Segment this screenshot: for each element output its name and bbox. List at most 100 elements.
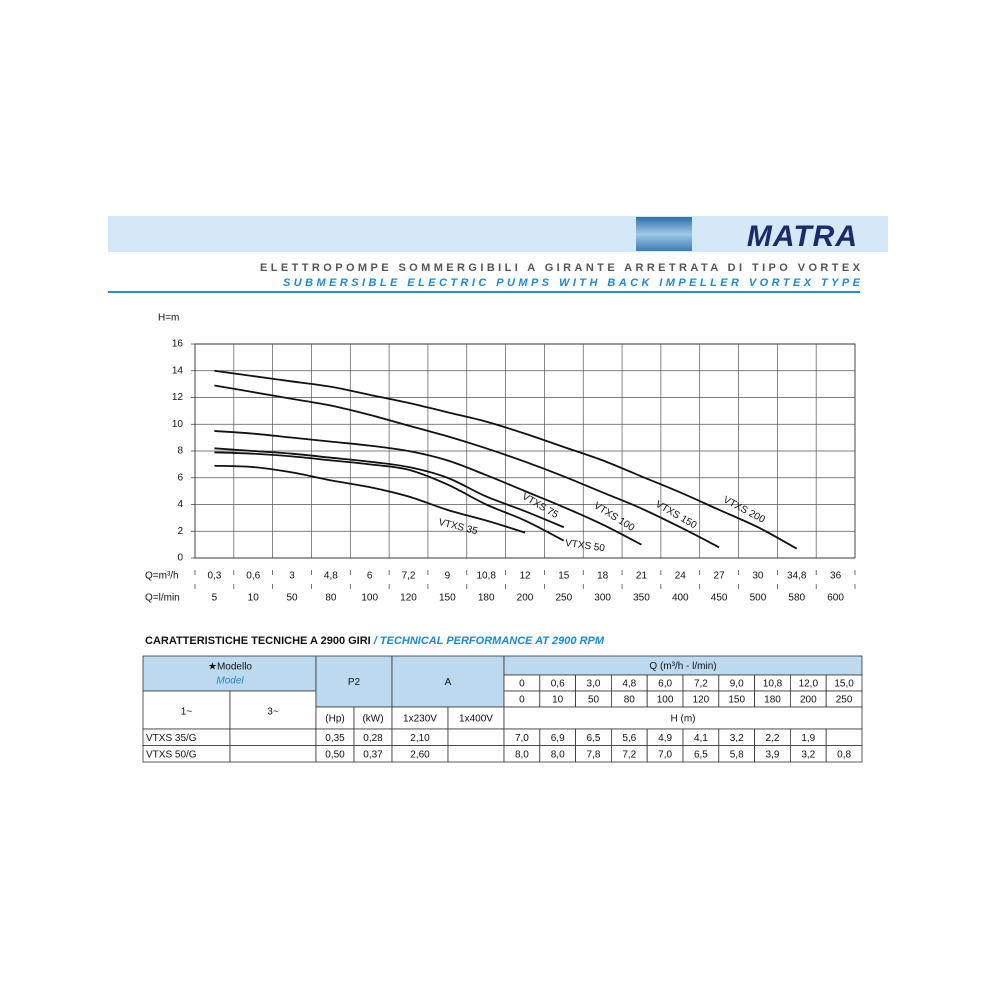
x2-tick-label: 80 <box>325 593 337 604</box>
logo: MATRA <box>747 220 858 253</box>
h-value: 8,0 <box>515 749 529 760</box>
x2-tick-label: 250 <box>555 593 572 604</box>
x2-tick-label: 400 <box>672 593 689 604</box>
y-tick-label: 10 <box>172 419 184 430</box>
model-name: VTXS 35/G <box>146 733 197 744</box>
y-tick-label: 0 <box>177 553 183 564</box>
plot-frame <box>194 343 856 559</box>
x2-tick-label: 120 <box>400 593 417 604</box>
a1-value: 2,60 <box>410 749 430 760</box>
h-value: 6,5 <box>694 749 708 760</box>
table-cell <box>447 745 505 763</box>
x2-tick-label: 100 <box>361 593 378 604</box>
x2-tick-label: 500 <box>750 593 767 604</box>
hp-value: 0,35 <box>325 733 345 744</box>
title-it: ELETTROPOMPE SOMMERGIBILI A GIRANTE ARRE… <box>260 262 861 274</box>
phase-3: 3~ <box>267 707 279 718</box>
q-lmin: 100 <box>657 695 674 706</box>
x-tick-label: 9 <box>445 571 451 582</box>
q-m3h: 15,0 <box>834 679 854 690</box>
curve <box>214 369 798 550</box>
y-tick-label: 6 <box>177 472 183 483</box>
q-m3h: 12,0 <box>799 679 819 690</box>
model-name: VTXS 50/G <box>146 749 197 760</box>
curve <box>214 451 565 542</box>
q-m3h: 7,2 <box>694 679 708 690</box>
h-value: 4,9 <box>658 733 672 744</box>
x2-tick-label: 50 <box>286 593 298 604</box>
table-cell <box>315 655 393 708</box>
x-tick-label: 4,8 <box>324 571 338 582</box>
h-value: 3,9 <box>766 749 780 760</box>
a1-unit: 1x230V <box>403 714 437 725</box>
x2-tick-label: 150 <box>439 593 456 604</box>
x2-tick-label: 10 <box>248 593 260 604</box>
q-m3h: 3,0 <box>587 679 601 690</box>
table-cell <box>229 745 317 763</box>
a-header: A <box>445 677 452 688</box>
title-en: SUBMERSIBLE ELECTRIC PUMPS WITH BACK IMP… <box>283 277 861 289</box>
q-lmin: 10 <box>552 695 564 706</box>
q-lmin: 0 <box>519 695 525 706</box>
curve <box>214 447 565 529</box>
h-value: 7,0 <box>515 733 529 744</box>
x-tick-label: 36 <box>830 571 842 582</box>
p2-header: P2 <box>348 677 361 688</box>
x-tick-label: 15 <box>558 571 570 582</box>
kw-value: 0,28 <box>363 733 383 744</box>
x-tick-label: 12 <box>519 571 531 582</box>
x2-tick-label: 5 <box>212 593 218 604</box>
q-m3h: 10,8 <box>763 679 783 690</box>
series-label: VTXS 150 <box>653 499 698 532</box>
h-value: 0,8 <box>837 749 851 760</box>
h-value: 6,5 <box>587 733 601 744</box>
x-tick-label: 21 <box>636 571 648 582</box>
x2-tick-label: 580 <box>788 593 805 604</box>
model-header: ★Modello <box>208 662 252 673</box>
q-header: Q (m³/h - l/min) <box>649 661 716 672</box>
q-m3h: 0,6 <box>551 679 565 690</box>
h-value: 7,0 <box>658 749 672 760</box>
header-image <box>636 217 692 251</box>
x2-tick-label: 350 <box>633 593 650 604</box>
h-header: H (m) <box>671 714 696 725</box>
x2-tick-label: 200 <box>517 593 534 604</box>
q-lmin: 80 <box>624 695 636 706</box>
a1-value: 2,10 <box>410 733 430 744</box>
series-label: VTXS 50 <box>564 538 606 555</box>
y-tick-label: 2 <box>177 526 183 537</box>
h-value: 2,2 <box>766 733 780 744</box>
x-tick-label: 24 <box>675 571 687 582</box>
x2-tick-label: 300 <box>594 593 611 604</box>
x-tick-label: 3 <box>289 571 295 582</box>
table-cell <box>447 728 505 746</box>
q-lmin: 50 <box>588 695 600 706</box>
h-value: 6,9 <box>551 733 565 744</box>
h-value: 4,1 <box>694 733 708 744</box>
x-tick-label: 7,2 <box>402 571 416 582</box>
x-tick-label: 0,3 <box>207 571 221 582</box>
table-cell <box>825 745 863 763</box>
q-lmin: 120 <box>693 695 710 706</box>
table-cell <box>391 655 505 708</box>
q-m3h: 6,0 <box>658 679 672 690</box>
h-value: 8,0 <box>551 749 565 760</box>
x-axis-label: Q=m³/h <box>145 571 179 582</box>
curve <box>214 464 526 534</box>
model-header-en: Model <box>216 676 244 687</box>
x-tick-label: 30 <box>752 571 764 582</box>
h-value: 5,6 <box>622 733 636 744</box>
a3-unit: 1x400V <box>459 714 493 725</box>
h-value: 7,8 <box>587 749 601 760</box>
y-tick-label: 16 <box>172 339 184 350</box>
table-cell <box>142 655 317 692</box>
kw-unit: (kW) <box>362 714 383 725</box>
x-tick-label: 34,8 <box>787 571 807 582</box>
table-title-it: CARATTERISTICHE TECNICHE A 2900 GIRI <box>145 635 371 647</box>
h-value: 5,8 <box>730 749 744 760</box>
x2-axis-label: Q=l/min <box>145 593 180 604</box>
y-tick-label: 4 <box>177 499 183 510</box>
header-band <box>108 216 888 252</box>
phase-1: 1~ <box>181 707 193 718</box>
curve <box>214 384 720 549</box>
